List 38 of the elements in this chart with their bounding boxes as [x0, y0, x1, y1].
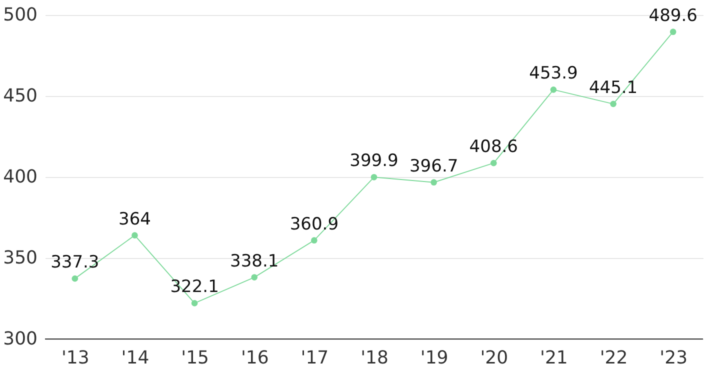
- x-tick-label: '22: [600, 348, 628, 368]
- point: [251, 274, 258, 280]
- x-tick-label: '19: [420, 348, 448, 368]
- data-label: 408.6: [469, 137, 518, 158]
- y-tick-label: 300: [3, 328, 38, 350]
- point: [191, 300, 198, 306]
- data-label: 322.1: [170, 277, 219, 298]
- data-label: 338.1: [230, 251, 279, 272]
- y-tick-label: 450: [3, 86, 38, 106]
- x-tick-label: '13: [61, 348, 90, 368]
- x-tick-label: '23: [660, 348, 688, 368]
- point: [490, 160, 497, 166]
- data-label: 445.1: [588, 78, 638, 98]
- y-tick-label: 350: [3, 248, 38, 268]
- point: [311, 237, 318, 244]
- point: [670, 28, 676, 36]
- data-label: 360.9: [290, 214, 339, 234]
- x-tick-label: '15: [181, 348, 209, 368]
- data-label: 337.3: [50, 252, 100, 273]
- point: [550, 86, 557, 93]
- x-tick-label: '14: [121, 348, 150, 368]
- y-tick-label: 400: [3, 166, 38, 188]
- x-tick-label: '18: [360, 348, 388, 368]
- point: [610, 100, 616, 108]
- data-label: 396.7: [409, 156, 458, 176]
- x-tick-label: '20: [480, 348, 508, 368]
- x-tick-label: '17: [300, 348, 329, 368]
- data-label: 399.9: [350, 151, 398, 172]
- y-tick-label: 500: [3, 4, 38, 26]
- data-label: 364: [118, 209, 151, 230]
- x-tick-label: '16: [240, 348, 269, 368]
- x-tick-label: '21: [540, 348, 568, 368]
- data-label: 453.9: [529, 64, 578, 84]
- point: [370, 174, 378, 180]
- point: [72, 275, 78, 282]
- data-label: 489.6: [648, 6, 698, 26]
- point: [430, 179, 437, 186]
- point: [132, 232, 138, 238]
